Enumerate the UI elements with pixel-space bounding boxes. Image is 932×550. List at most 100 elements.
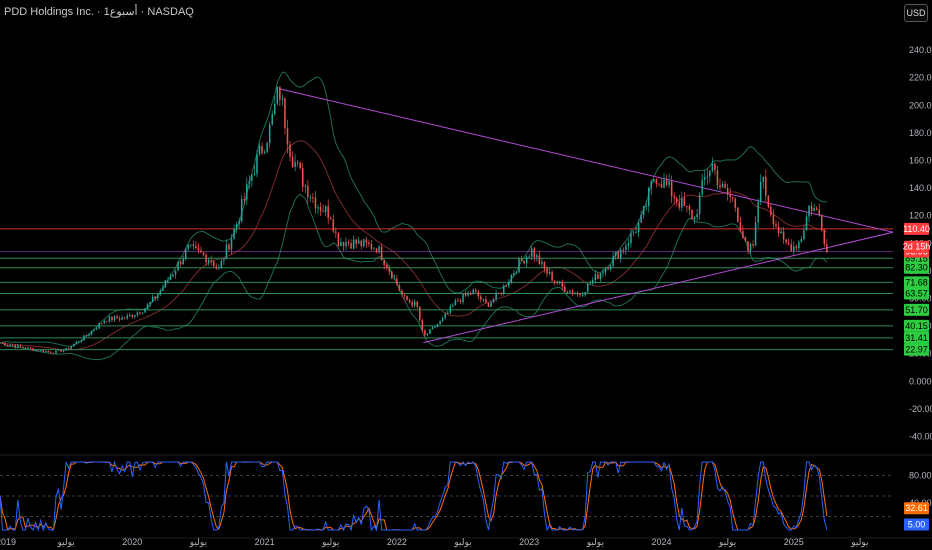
- candle-body: [693, 217, 696, 220]
- candle-body: [823, 229, 826, 245]
- y-tick-label: 180.00: [909, 128, 932, 138]
- candle-body: [403, 294, 406, 297]
- x-tick-label: 2019: [0, 537, 16, 547]
- candle-body: [357, 240, 360, 244]
- candle-body: [813, 207, 815, 212]
- candle-body: [39, 349, 42, 351]
- candle-body: [398, 285, 401, 291]
- candle-body: [55, 350, 57, 354]
- candle-body: [688, 206, 691, 210]
- candle-body: [296, 162, 299, 164]
- y-tick-label: 140.00: [909, 183, 932, 193]
- stoch-d-value-tag: 32.61: [905, 503, 928, 513]
- level-tag: 22.97: [905, 345, 928, 355]
- candle-body: [821, 214, 823, 230]
- candle-body: [113, 316, 116, 321]
- candle-body: [131, 314, 134, 317]
- candle-body: [737, 207, 739, 223]
- candle-body: [126, 315, 128, 319]
- candle-body: [571, 290, 574, 294]
- candle-body: [134, 315, 136, 317]
- bollinger-basis-line: [0, 140, 828, 351]
- candle-body: [240, 199, 243, 222]
- candle-body: [754, 222, 757, 246]
- candle-body: [795, 246, 798, 249]
- candle-body: [411, 302, 413, 306]
- candle-body: [604, 268, 607, 273]
- candle-body: [464, 293, 467, 296]
- candle-body: [523, 260, 525, 264]
- candle-body: [368, 242, 370, 245]
- candle-body: [52, 352, 55, 354]
- candle-body: [622, 249, 625, 251]
- candle-body: [469, 293, 472, 295]
- candle-body: [597, 274, 599, 279]
- candle-body: [401, 290, 403, 295]
- candle-body: [355, 239, 357, 244]
- candle-body: [467, 293, 469, 296]
- candle-body: [78, 341, 80, 343]
- candle-body: [645, 205, 647, 207]
- candle-body: [60, 349, 62, 352]
- candle-body: [289, 144, 291, 157]
- candle-body: [569, 290, 571, 293]
- y-tick-label: 240.00: [909, 45, 932, 55]
- candle-body: [32, 348, 34, 351]
- stoch-y-tick-label: 80.00: [909, 471, 932, 481]
- candle-body: [307, 185, 309, 198]
- candle-body: [167, 280, 169, 282]
- candle-body: [128, 314, 131, 316]
- candle-body: [212, 261, 215, 267]
- candle-body: [719, 185, 721, 188]
- candle-body: [599, 273, 602, 279]
- currency-button[interactable]: USD: [904, 4, 928, 22]
- candle-body: [782, 231, 785, 240]
- candle-body: [620, 249, 622, 259]
- candle-body: [790, 244, 792, 251]
- candle-body: [640, 215, 642, 223]
- candle-body: [655, 179, 658, 184]
- candle-body: [505, 285, 508, 287]
- candle-body: [670, 181, 673, 197]
- candle-body: [805, 216, 808, 231]
- level-tag: 40.15: [905, 321, 928, 331]
- candle-body: [703, 177, 706, 180]
- candle-body: [73, 344, 75, 347]
- x-tick-label: 2021: [255, 537, 275, 547]
- candle-body: [431, 327, 434, 330]
- candle-body: [780, 231, 782, 234]
- candle-body: [762, 176, 765, 182]
- candle-body: [279, 87, 281, 100]
- candle-body: [681, 198, 683, 208]
- candle-body: [98, 323, 100, 329]
- candle-body: [154, 296, 156, 299]
- candle-body: [706, 176, 709, 178]
- candle-body: [375, 248, 378, 253]
- candle-body: [47, 351, 50, 353]
- candle-body: [650, 181, 653, 188]
- candle-body: [108, 316, 111, 322]
- candle-body: [520, 258, 523, 261]
- candle-body: [594, 274, 597, 280]
- candle-body: [434, 326, 436, 328]
- candle-body: [477, 291, 480, 297]
- candle-body: [752, 244, 754, 246]
- candle-body: [34, 349, 37, 351]
- candle-body: [612, 256, 614, 266]
- candle-body: [380, 246, 383, 261]
- candle-body: [228, 244, 230, 250]
- candle-body: [248, 180, 251, 185]
- candle-body: [396, 278, 398, 286]
- level-tag: 71.68: [905, 277, 928, 287]
- candle-body: [327, 206, 329, 218]
- candle-body: [765, 176, 767, 196]
- candle-body: [497, 292, 500, 294]
- candle-body: [607, 268, 609, 270]
- candle-body: [116, 316, 118, 319]
- candle-body: [647, 187, 650, 206]
- candle-body: [533, 248, 536, 258]
- candle-body: [159, 290, 162, 295]
- candle-body: [141, 312, 144, 314]
- candle-body: [284, 98, 286, 129]
